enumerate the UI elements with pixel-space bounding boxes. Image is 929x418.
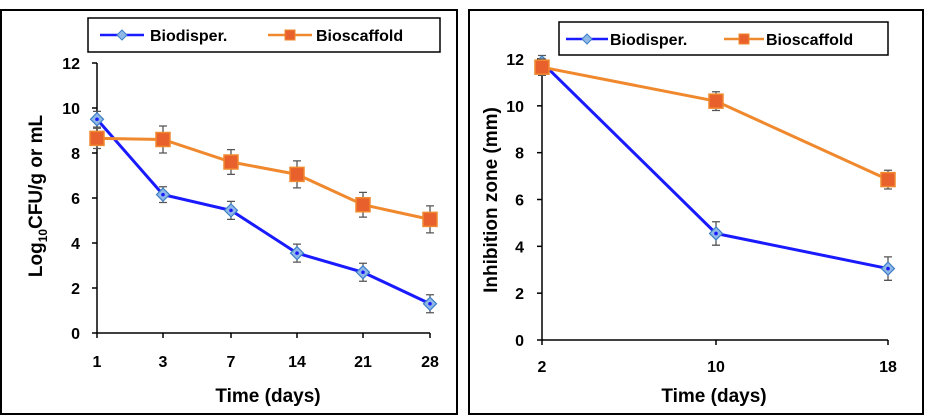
y-tick-label: 4: [515, 239, 524, 256]
x-tick-label: 3: [159, 354, 168, 371]
panel-border: [468, 9, 924, 415]
legend-biodisper-label: Biodisper.: [150, 28, 227, 45]
panel-border: [0, 9, 458, 415]
data-point-center: [161, 192, 165, 197]
data-point: [880, 171, 896, 188]
data-point: [355, 197, 371, 213]
series-line: [96, 136, 431, 221]
data-point-center: [428, 301, 432, 306]
series-bioscaffold: [534, 58, 896, 190]
legend-bioscaffold-marker: [738, 33, 750, 45]
x-axis-title: Time (days): [661, 386, 766, 407]
x-tick-label: 14: [288, 354, 306, 371]
y-tick-label: 2: [71, 281, 80, 298]
legend: Biodisper. Bioscaffold: [558, 21, 889, 56]
y-tick-label: 8: [515, 146, 524, 163]
y-tick-label: 4: [71, 236, 80, 253]
y-tick-label: 6: [515, 193, 524, 210]
x-tick-label: 18: [879, 359, 897, 376]
series-line: [541, 65, 889, 181]
plot-area: [89, 110, 438, 314]
x-tick-labels: 2 10 18: [538, 340, 897, 376]
y-tick-label: 0: [71, 326, 80, 343]
y-tick-labels: 0 2 4 6 8 10 12: [506, 52, 542, 350]
data-point: [155, 131, 171, 148]
x-tick-label: 21: [354, 354, 372, 371]
x-tick-label: 10: [707, 359, 725, 376]
legend-box: [87, 17, 441, 53]
legend-biodisper-label: Biodisper.: [610, 32, 687, 49]
data-point-center: [295, 251, 299, 255]
data-point-center: [886, 266, 890, 271]
legend-biodisper-marker: [581, 33, 593, 45]
series-biodisper: [534, 54, 896, 281]
y-axis-title: Log10CFU/g or mL: [26, 115, 50, 278]
y-tick-label: 10: [62, 101, 80, 118]
y-tick-label: 10: [506, 99, 524, 116]
legend-bioscaffold-marker: [284, 29, 296, 41]
chart-panel-left: Biodisper. Bioscaffold 0 2 4 6 8 10 12 1 3 7 14 21…: [0, 9, 458, 415]
x-tick-label: 7: [227, 354, 236, 371]
y-axis-title: Inhibition zone (mm): [481, 107, 502, 293]
data-point: [534, 59, 550, 75]
y-axis-title-log: Log: [26, 242, 47, 277]
data-point-center: [95, 117, 99, 122]
x-axis-title: Time (days): [215, 386, 320, 407]
x-tick-labels: 1 3 7 14 21 28: [93, 333, 439, 371]
x-tick-label: 28: [421, 354, 439, 371]
plot-area: [534, 54, 896, 281]
data-point-center: [361, 270, 365, 275]
legend-box: [558, 21, 889, 56]
data-point: [422, 211, 438, 228]
legend-bioscaffold-label: Bioscaffold: [766, 32, 853, 49]
data-point: [289, 166, 305, 183]
y-tick-label: 6: [71, 191, 80, 208]
y-tick-label: 12: [506, 52, 524, 69]
data-point-center: [229, 208, 233, 213]
data-point: [223, 154, 239, 170]
x-tick-label: 1: [93, 354, 102, 371]
y-axis-title-subscript: 10: [36, 229, 50, 243]
legend: Biodisper. Bioscaffold: [87, 17, 441, 53]
series-biodisper: [89, 110, 438, 314]
y-tick-label: 8: [71, 146, 80, 163]
x-tick-label: 2: [538, 359, 547, 376]
y-tick-label: 0: [515, 333, 524, 350]
series-line: [95, 118, 431, 306]
y-axis-title-units: CFU/g or mL: [26, 115, 47, 229]
data-point: [89, 130, 105, 147]
legend-bioscaffold-label: Bioscaffold: [316, 28, 403, 45]
y-tick-labels: 0 2 4 6 8 10 12: [62, 56, 97, 343]
legend-biodisper-marker: [116, 29, 128, 41]
y-tick-label: 2: [515, 286, 524, 303]
data-point-center: [714, 231, 718, 236]
y-tick-label: 12: [62, 56, 80, 73]
series-bioscaffold: [89, 125, 438, 234]
data-point: [708, 93, 724, 109]
